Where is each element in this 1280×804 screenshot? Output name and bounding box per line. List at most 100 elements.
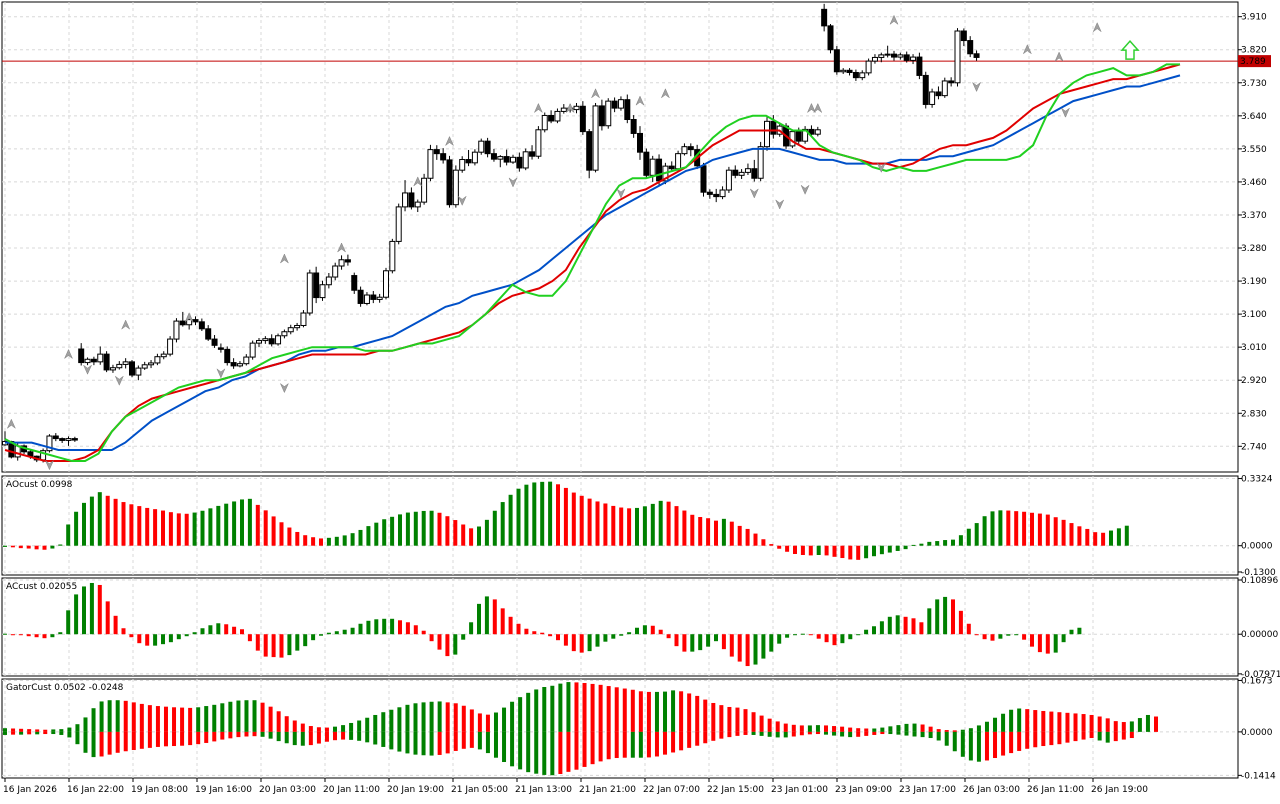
gator-lower-bar bbox=[83, 731, 88, 753]
gator-upper-bar bbox=[944, 730, 949, 732]
ao-bar bbox=[793, 545, 797, 554]
candle-body bbox=[395, 206, 402, 242]
candle-body bbox=[344, 259, 351, 263]
ac-bar bbox=[927, 608, 932, 635]
ao-bar bbox=[808, 545, 813, 556]
ac-bar bbox=[350, 627, 355, 635]
gator-upper-bar bbox=[518, 697, 523, 732]
ao-bar bbox=[492, 510, 497, 546]
ao-bar bbox=[540, 481, 545, 546]
ao-bar bbox=[895, 545, 900, 551]
gator-lower-bar bbox=[856, 731, 861, 737]
ac-bar bbox=[508, 616, 513, 635]
candle-body bbox=[262, 338, 269, 342]
ao-bar bbox=[1045, 514, 1050, 546]
ao-bar bbox=[429, 510, 434, 546]
gator-upper-bar bbox=[606, 686, 611, 732]
gator-lower-bar bbox=[502, 731, 507, 763]
x-tick-label: 21 Jan 21:00 bbox=[579, 785, 636, 795]
fractal-up-marker bbox=[1092, 22, 1102, 33]
ac-bar bbox=[453, 634, 458, 655]
ac-bar bbox=[342, 629, 347, 635]
gator-upper-bar bbox=[405, 704, 410, 732]
ac-bar bbox=[603, 634, 608, 642]
ao-bar bbox=[508, 494, 513, 546]
ao-bar bbox=[358, 529, 363, 546]
gator-lower-bar bbox=[711, 731, 716, 741]
gator-lower-bar bbox=[172, 731, 177, 747]
ao-bar bbox=[421, 510, 426, 546]
ac-bar bbox=[1061, 634, 1066, 643]
gator-lower-bar bbox=[155, 731, 160, 747]
ao-bar bbox=[208, 508, 213, 546]
candle-body bbox=[522, 151, 529, 169]
ac-bar bbox=[303, 634, 308, 647]
candle-body bbox=[192, 319, 199, 323]
gator-upper-bar bbox=[188, 707, 193, 732]
ac-bar bbox=[1053, 634, 1058, 653]
ac-bar bbox=[966, 623, 971, 635]
ac-bar bbox=[777, 634, 782, 644]
ac-bar bbox=[271, 634, 276, 658]
candle-body bbox=[167, 338, 174, 355]
gator-lower-bar bbox=[663, 731, 668, 755]
fractal-up-marker bbox=[63, 348, 74, 360]
ao-bar bbox=[872, 545, 876, 557]
gator-upper-bar bbox=[389, 709, 394, 732]
gator-lower-bar bbox=[228, 731, 233, 739]
ao-bar bbox=[595, 501, 600, 546]
gator-lower-bar bbox=[630, 731, 635, 758]
candle-body bbox=[548, 114, 555, 122]
gator-lower-bar bbox=[324, 731, 329, 742]
gator-upper-bar bbox=[807, 725, 812, 732]
candle-body bbox=[78, 348, 85, 364]
candle-body bbox=[363, 294, 370, 304]
candle-body bbox=[319, 284, 326, 299]
candle-body bbox=[675, 153, 682, 170]
candle-body bbox=[376, 296, 383, 300]
ac-panel-label: ACcust 0.02055 bbox=[6, 582, 77, 592]
candle-body bbox=[357, 289, 364, 304]
gator-lower-bar bbox=[43, 731, 48, 735]
gator-lower-bar bbox=[381, 731, 386, 747]
ao-bar bbox=[319, 538, 323, 546]
candle-body bbox=[929, 91, 936, 105]
gator-lower-bar bbox=[477, 731, 482, 750]
gator-upper-bar bbox=[936, 729, 941, 732]
candle-body bbox=[186, 319, 193, 326]
candle-body bbox=[179, 320, 186, 326]
ac-bar bbox=[1006, 634, 1011, 636]
gator-lower-bar bbox=[1073, 731, 1078, 742]
ao-bar bbox=[603, 503, 608, 546]
gator-upper-bar bbox=[276, 711, 281, 732]
gator-lower-bar bbox=[799, 731, 804, 736]
ac-bar bbox=[674, 634, 679, 647]
gator-lower-bar bbox=[646, 731, 651, 758]
ac-plot bbox=[3, 582, 1082, 667]
ac-bar bbox=[563, 634, 568, 646]
ac-bar bbox=[263, 634, 268, 657]
gator-upper-bar bbox=[856, 728, 861, 732]
ac-bar bbox=[240, 629, 244, 635]
ao-bar bbox=[816, 545, 821, 555]
gator-upper-bar bbox=[1065, 712, 1070, 732]
gator-lower-bar bbox=[759, 731, 764, 736]
candle-body bbox=[148, 362, 155, 366]
gator-lower-bar bbox=[654, 731, 659, 757]
gator-lower-bar bbox=[614, 731, 619, 759]
ac-bar bbox=[658, 629, 663, 635]
candle-body bbox=[668, 165, 675, 170]
ac-bar bbox=[690, 634, 695, 652]
fractal-down-marker bbox=[1060, 107, 1071, 118]
candle-body bbox=[821, 8, 828, 27]
candle-body bbox=[878, 54, 885, 58]
candle-body bbox=[84, 358, 91, 364]
gator-lower-bar bbox=[848, 731, 853, 738]
gator-upper-bar bbox=[984, 721, 989, 732]
ao-panel-label: AOcust 0.0998 bbox=[6, 480, 73, 490]
ac-bar bbox=[500, 608, 505, 635]
ao-bar bbox=[232, 501, 237, 546]
current-price-tag bbox=[1238, 55, 1271, 68]
